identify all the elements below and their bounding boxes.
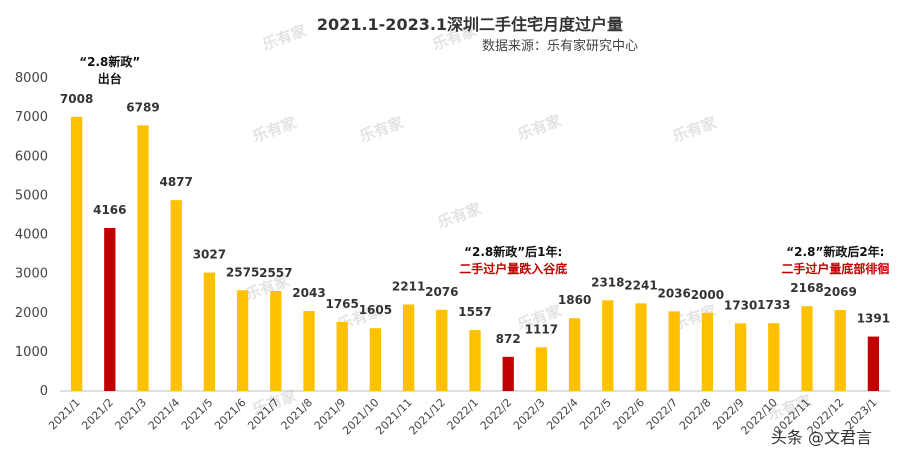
bar-2022-4 <box>568 318 581 391</box>
data-label: 2043 <box>292 286 325 300</box>
data-label: 1391 <box>857 312 890 326</box>
y-tick-label: 3000 <box>15 267 48 282</box>
bar-2022-5 <box>602 300 614 391</box>
y-tick-label: 1000 <box>15 345 48 360</box>
chart-subtitle: 数据来源：乐有家研究中心 <box>482 38 638 54</box>
annotation-text: 二手过户量底部徘徊 <box>781 261 889 276</box>
bar-2021-1 <box>70 116 83 391</box>
y-tick-label: 0 <box>40 384 48 399</box>
data-label: 1765 <box>325 297 358 311</box>
watermark-text: 乐有家 <box>357 113 405 145</box>
chart-title: 2021.1-2023.1深圳二手住宅月度过户量 <box>317 15 623 34</box>
bar-2022-2 <box>502 356 514 391</box>
footer-credit: 头条 @文君言 <box>771 428 872 447</box>
data-label: 6789 <box>126 100 159 114</box>
x-tick-label: 2021/2 <box>79 396 116 433</box>
x-tick-label: 2023/1 <box>843 396 880 433</box>
y-tick-label: 5000 <box>15 188 48 203</box>
bar-2021-3 <box>137 125 149 392</box>
y-tick-label: 7000 <box>15 110 48 125</box>
data-label: 1860 <box>558 293 591 307</box>
x-tick-label: 2021/3 <box>113 396 150 433</box>
x-tick-label: 2022/6 <box>611 396 648 433</box>
data-label: 1557 <box>458 305 491 319</box>
data-label: 2000 <box>691 288 724 302</box>
bar-series <box>70 116 880 392</box>
bar-2021-5 <box>203 272 216 391</box>
data-label: 2069 <box>823 285 856 299</box>
bar-2021-4 <box>170 200 182 391</box>
bar-2021-10 <box>369 328 382 391</box>
data-label: 2318 <box>591 275 624 289</box>
x-tick-label: 2022/1 <box>445 396 482 433</box>
bar-2023-1 <box>867 336 880 391</box>
data-label: 2168 <box>790 281 823 295</box>
bar-2022-7 <box>668 311 680 391</box>
bar-2022-3 <box>535 347 548 391</box>
y-tick-label: 2000 <box>15 306 48 321</box>
data-label: 4166 <box>93 203 126 217</box>
x-tick-label: 2022/2 <box>478 396 515 433</box>
data-label: 2036 <box>657 286 690 300</box>
y-tick-label: 4000 <box>15 228 48 243</box>
annotation-text: 出台 <box>98 71 122 86</box>
watermark-text: 乐有家 <box>670 113 718 145</box>
x-tick-label: 2022/3 <box>511 396 548 433</box>
bar-2021-7 <box>270 290 282 391</box>
x-tick-label: 2021/6 <box>212 396 249 433</box>
x-tick-label: 2022/7 <box>644 396 681 433</box>
bar-2021-9 <box>336 321 348 391</box>
annotation-text: “2.8新政”后1年: <box>464 244 562 259</box>
bar-2022-12 <box>834 310 846 391</box>
data-label: 1730 <box>724 298 757 312</box>
y-tick-label: 8000 <box>15 71 48 86</box>
x-tick-label: 2021/12 <box>406 396 448 438</box>
watermark-text: 乐有家 <box>435 199 483 231</box>
watermark-text: 乐有家 <box>260 21 308 53</box>
bar-2021-8 <box>303 311 315 391</box>
watermark-text: 乐有家 <box>515 111 563 143</box>
data-label: 2076 <box>425 285 458 299</box>
bar-2022-9 <box>734 323 747 391</box>
bar-2022-10 <box>768 323 780 391</box>
watermark-text: 乐有家 <box>250 113 298 145</box>
x-tick-label: 2022/4 <box>544 396 581 433</box>
annotation-text: 二手过户量跌入谷底 <box>459 261 567 276</box>
x-tick-label: 2021/4 <box>146 396 183 433</box>
data-label: 3027 <box>193 248 226 262</box>
bar-2022-11 <box>801 306 813 391</box>
x-tick-label: 2022/5 <box>577 396 614 433</box>
bar-2021-2 <box>104 228 116 391</box>
x-tick-label: 2022/8 <box>677 396 714 433</box>
bar-2022-8 <box>701 312 714 391</box>
data-label: 872 <box>496 332 521 346</box>
x-tick-label: 2021/5 <box>179 396 216 433</box>
x-tick-label: 2021/1 <box>46 396 83 433</box>
annotations: “2.8新政” 出台 “2.8新政”后1年: 二手过户量跌入谷底 “2.8”新政后2年:… <box>79 54 889 276</box>
data-label: 1733 <box>757 298 790 312</box>
annotation-text: “2.8”新政后2年: <box>786 244 884 259</box>
bar-2021-6 <box>236 290 249 391</box>
bar-2022-6 <box>635 303 647 391</box>
data-label: 1117 <box>525 322 558 336</box>
bar-2021-11 <box>402 304 415 391</box>
bar-2022-1 <box>469 330 481 391</box>
y-tick-label: 6000 <box>15 149 48 164</box>
data-label: 7008 <box>60 92 93 106</box>
bar-2021-12 <box>436 309 448 391</box>
y-axis: 0 1000 2000 3000 4000 5000 6000 7000 8000 <box>15 71 48 399</box>
annotation-text: “2.8新政” <box>79 54 140 69</box>
data-label: 2211 <box>392 279 425 293</box>
data-label: 2575 <box>226 265 259 279</box>
data-label: 4877 <box>159 175 192 189</box>
data-label: 2557 <box>259 266 292 280</box>
data-label: 1605 <box>359 303 392 317</box>
data-label: 2241 <box>624 278 657 292</box>
